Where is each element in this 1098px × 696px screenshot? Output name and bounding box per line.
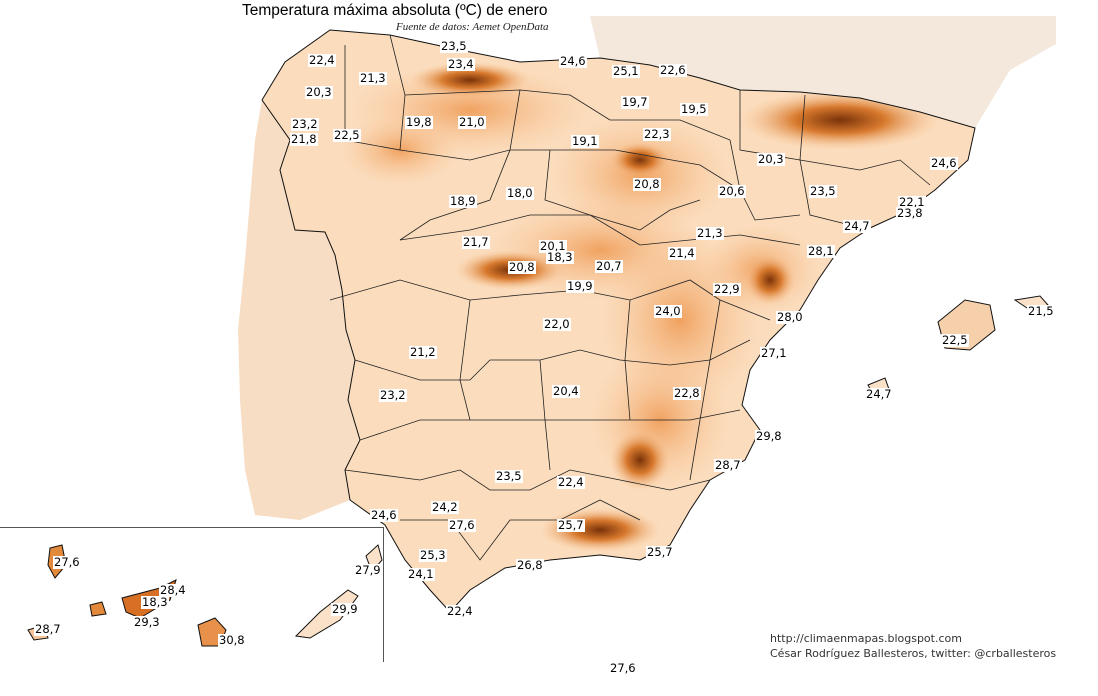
temp-label: 21,8 — [290, 132, 318, 146]
temp-label: 28,7 — [34, 622, 62, 636]
temp-label: 18,3 — [546, 250, 574, 264]
temp-label: 20,7 — [595, 259, 623, 273]
map-subtitle: Fuente de datos: Aemet OpenData — [396, 21, 549, 33]
temp-label: 23,4 — [447, 57, 475, 71]
temp-label: 29,9 — [331, 602, 359, 616]
elevation-shading — [340, 62, 940, 552]
map-title: Temperatura máxima absoluta (ºC) de ener… — [242, 2, 548, 19]
temp-label: 18,0 — [506, 186, 534, 200]
temp-label: 20,3 — [305, 85, 333, 99]
temp-label: 18,9 — [449, 194, 477, 208]
temp-label: 21,4 — [668, 246, 696, 260]
temp-label: 27,9 — [354, 563, 382, 577]
temp-label: 24,7 — [865, 387, 893, 401]
temp-label: 21,7 — [462, 235, 490, 249]
fuerteventura-island — [294, 589, 359, 639]
temp-label: 27,1 — [760, 346, 788, 360]
credits: http://climaenmapas.blogspot.com César R… — [770, 631, 1056, 661]
temp-label: 23,2 — [379, 388, 407, 402]
canary-inset-frame — [0, 527, 384, 662]
temp-label: 24,7 — [843, 219, 871, 233]
author-credit: César Rodríguez Ballesteros, twitter: @c… — [770, 647, 1057, 660]
temp-label: 28,7 — [714, 458, 742, 472]
temp-label: 22,9 — [713, 282, 741, 296]
temp-label: 20,6 — [718, 184, 746, 198]
temp-label: 30,8 — [218, 633, 246, 647]
temp-label: 26,8 — [516, 558, 544, 572]
temp-label: 27,6 — [53, 555, 81, 569]
temp-label: 22,4 — [557, 475, 585, 489]
temp-label: 27,6 — [609, 661, 637, 675]
portugal-landmass — [238, 100, 360, 520]
temp-label: 24,6 — [559, 54, 587, 68]
temp-label: 23,5 — [495, 469, 523, 483]
temp-label: 19,1 — [571, 134, 599, 148]
blog-url: http://climaenmapas.blogspot.com — [770, 632, 962, 645]
temp-label: 19,9 — [566, 279, 594, 293]
la-gomera-island — [89, 601, 107, 617]
temp-label: 21,2 — [409, 345, 437, 359]
temp-label: 19,7 — [621, 95, 649, 109]
temp-label: 22,0 — [543, 317, 571, 331]
temp-label: 25,1 — [612, 64, 640, 78]
province-borders — [329, 34, 931, 561]
temp-label: 21,3 — [359, 71, 387, 85]
temp-label: 21,0 — [458, 115, 486, 129]
temp-label: 22,8 — [673, 386, 701, 400]
temp-label: 22,3 — [643, 127, 671, 141]
temp-label: 19,5 — [680, 102, 708, 116]
temp-label: 24,6 — [930, 156, 958, 170]
temp-label: 23,2 — [291, 117, 319, 131]
temp-label: 25,7 — [557, 518, 585, 532]
temp-label: 28,1 — [807, 244, 835, 258]
temp-label: 25,7 — [646, 545, 674, 559]
temp-label: 21,3 — [696, 226, 724, 240]
temp-label: 22,5 — [333, 128, 361, 142]
temp-label: 28,4 — [159, 583, 187, 597]
temp-label: 20,8 — [508, 260, 536, 274]
temp-label: 19,8 — [405, 115, 433, 129]
temp-label: 24,2 — [431, 500, 459, 514]
temp-label: 23,8 — [896, 206, 924, 220]
temp-label: 25,3 — [419, 548, 447, 562]
temp-label: 18,3 — [141, 595, 169, 609]
temp-label: 29,8 — [755, 429, 783, 443]
temp-label: 22,6 — [659, 63, 687, 77]
france-landmass — [590, 16, 1056, 128]
temp-label: 20,1 — [539, 239, 567, 253]
temp-label: 27,6 — [448, 518, 476, 532]
temp-label: 28,0 — [776, 310, 804, 324]
temp-label: 24,1 — [407, 567, 435, 581]
temp-label: 23,5 — [809, 184, 837, 198]
temp-label: 21,5 — [1027, 304, 1055, 318]
temp-label: 22,4 — [446, 604, 474, 618]
temp-label: 22,1 — [898, 195, 926, 209]
temp-label: 20,8 — [633, 177, 661, 191]
temp-label: 24,0 — [654, 304, 682, 318]
temp-label: 22,4 — [308, 53, 336, 67]
temp-label: 24,6 — [370, 508, 398, 522]
temp-label: 20,4 — [552, 384, 580, 398]
temp-label: 29,3 — [133, 615, 161, 629]
temp-label: 20,3 — [757, 152, 785, 166]
temp-label: 23,5 — [440, 39, 468, 53]
temp-label: 22,5 — [941, 333, 969, 347]
